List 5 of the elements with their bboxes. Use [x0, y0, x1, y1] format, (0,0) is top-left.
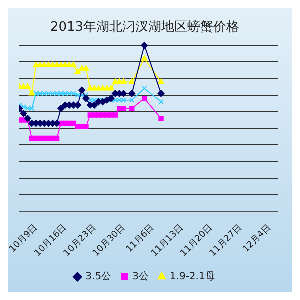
- x-tick-label: 12月4日: [241, 222, 274, 255]
- legend-label: 1.9-2.1母: [170, 272, 216, 283]
- chart-title: 2013年湖北汈汊湖地区螃蟹价格: [50, 20, 240, 36]
- legend-label: 3公: [132, 270, 149, 283]
- legend-label: 3.5公: [86, 270, 112, 283]
